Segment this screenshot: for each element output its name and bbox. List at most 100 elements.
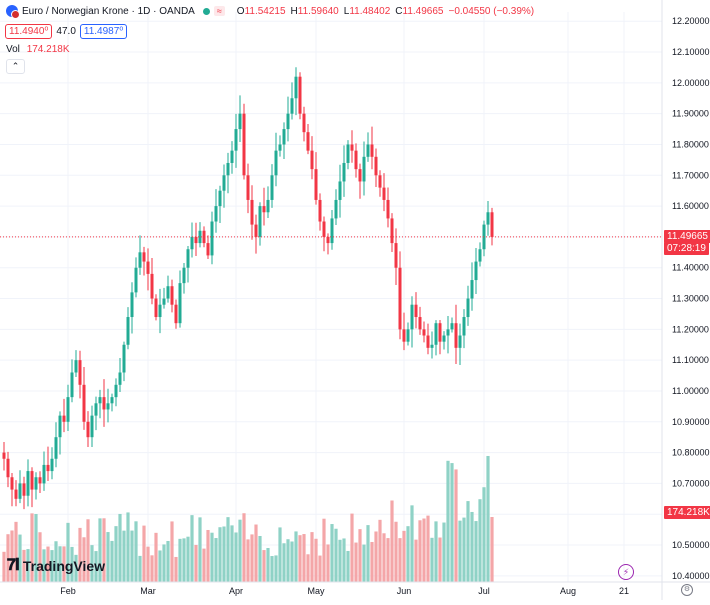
- volume-bar: [30, 513, 34, 582]
- volume-bar: [94, 551, 98, 582]
- volume-bar: [342, 538, 346, 582]
- volume-bar: [262, 550, 266, 582]
- tradingview-logo-icon: 𝟕𝐈: [7, 557, 20, 574]
- volume-bar: [370, 541, 374, 582]
- candle-body: [130, 292, 134, 318]
- gear-icon[interactable]: ⚙: [681, 584, 693, 596]
- price-tick-label: 12.00000: [672, 78, 710, 88]
- volume-bar: [274, 555, 278, 582]
- candle-body: [2, 452, 6, 459]
- volume-bar: [390, 500, 394, 582]
- volume-bar: [462, 517, 466, 582]
- candle-body: [462, 317, 466, 336]
- candle-body: [438, 323, 442, 342]
- candle-body: [18, 483, 22, 499]
- candle-body: [106, 403, 110, 410]
- volume-bar: [98, 518, 102, 582]
- candle-body: [134, 267, 138, 293]
- candle-body: [118, 372, 122, 385]
- volume-bar: [250, 534, 254, 582]
- candle-body: [50, 458, 54, 472]
- price-tick-label: 10.80000: [672, 448, 710, 458]
- volume-bar: [90, 545, 94, 582]
- volume-bar: [282, 543, 286, 582]
- volume-bar: [278, 527, 282, 582]
- candle-body: [442, 335, 446, 342]
- tradingview-logo[interactable]: 𝟕𝐈 TradingView: [7, 557, 105, 575]
- volume-bar: [242, 513, 246, 582]
- candle-body: [478, 249, 482, 262]
- spread-value: 47.0: [56, 26, 76, 37]
- symbol-title[interactable]: Euro / Norwegian Krone · 1D · OANDA: [22, 5, 195, 17]
- price-tick-label: 11.90000: [672, 109, 709, 119]
- ohlc-low-key: L: [343, 5, 350, 17]
- volume-bar: [130, 530, 134, 582]
- volume-bar: [118, 513, 122, 582]
- candle-body: [414, 304, 418, 318]
- volume-bar: [14, 521, 18, 582]
- candle-body: [150, 273, 154, 299]
- candle-body: [286, 113, 290, 130]
- volume-bar: [22, 549, 26, 582]
- sell-button[interactable]: 11.4940⁰: [5, 24, 53, 39]
- chevron-up-icon[interactable]: ⌃: [6, 59, 25, 74]
- volume-bar: [182, 538, 186, 582]
- candle-body: [6, 458, 10, 478]
- candle-body: [306, 132, 310, 151]
- candle-body: [74, 360, 78, 373]
- last-price-tag: 11.49665: [664, 229, 710, 243]
- candle-body: [302, 113, 306, 133]
- compare-badge[interactable]: ≈: [213, 6, 225, 16]
- candle-body: [246, 175, 250, 200]
- candle-body: [346, 144, 350, 163]
- trade-panel: 11.4940⁰ 47.0 11.4987⁰: [5, 24, 128, 39]
- price-tick-label: 12.20000: [672, 16, 710, 26]
- time-tick-label: Feb: [60, 586, 76, 596]
- volume-label: Vol: [6, 44, 20, 55]
- time-tick-label: Apr: [229, 586, 243, 596]
- candle-body: [190, 236, 194, 250]
- volume-bar: [154, 532, 158, 582]
- time-axis: Feb Mar Apr May Jun Jul Aug 21: [0, 581, 710, 596]
- volume-bar: [174, 556, 178, 582]
- price-tick-label: 11.80000: [672, 139, 709, 149]
- candle-body: [10, 477, 14, 490]
- candle-body: [258, 206, 262, 237]
- lightning-icon[interactable]: ⚡: [618, 564, 634, 580]
- price-tick-label: 11.00000: [672, 386, 709, 396]
- symbol-legend[interactable]: Euro / Norwegian Krone · 1D · OANDA ≈ O1…: [6, 5, 534, 19]
- grid: [0, 12, 662, 582]
- candle-body: [62, 415, 66, 422]
- market-status-icon[interactable]: [202, 7, 210, 15]
- buy-button[interactable]: 11.4987⁰: [79, 24, 128, 39]
- ohlc-high-key: H: [290, 5, 298, 17]
- volume-bar: [246, 539, 250, 582]
- volume-bar: [482, 487, 486, 582]
- candle-body: [458, 335, 462, 348]
- volume-bar: [318, 555, 322, 582]
- candle-body: [410, 304, 414, 330]
- candle-body: [334, 199, 338, 219]
- candle-body: [474, 261, 478, 281]
- volume-bar: [194, 544, 198, 582]
- candle-body: [174, 304, 178, 324]
- volume-bar: [50, 550, 54, 582]
- volume-bar: [402, 530, 406, 582]
- price-tick-label: 11.40000: [672, 263, 709, 273]
- time-tick-label: Aug: [560, 586, 576, 596]
- candle-body: [226, 162, 230, 176]
- volume-legend[interactable]: Vol 174.218K: [6, 44, 70, 55]
- volume-bar: [158, 550, 162, 582]
- candle-body: [338, 181, 342, 200]
- volume-bar: [66, 522, 70, 582]
- candle-body: [486, 212, 490, 225]
- volume-bar: [38, 532, 42, 582]
- volume-bar: [478, 499, 482, 582]
- candle-body: [186, 249, 190, 268]
- candle-body: [102, 397, 106, 410]
- candle-body: [274, 150, 278, 176]
- candle-body: [278, 144, 282, 151]
- ohlc-values: O11.54215 H11.59640 L11.48402 C11.49665 …: [237, 6, 534, 17]
